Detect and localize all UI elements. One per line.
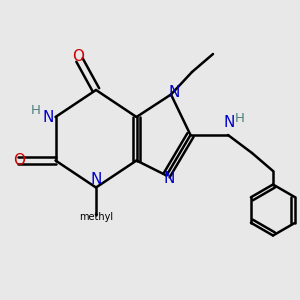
Text: N: N (164, 171, 175, 186)
Text: N: N (42, 110, 54, 124)
Text: O: O (72, 50, 84, 64)
Text: N: N (224, 116, 235, 130)
Text: methyl: methyl (79, 212, 113, 223)
Text: O: O (14, 153, 26, 168)
Text: H: H (235, 112, 245, 125)
Text: N: N (90, 172, 102, 187)
Text: H: H (31, 104, 41, 118)
Text: N: N (168, 85, 180, 100)
